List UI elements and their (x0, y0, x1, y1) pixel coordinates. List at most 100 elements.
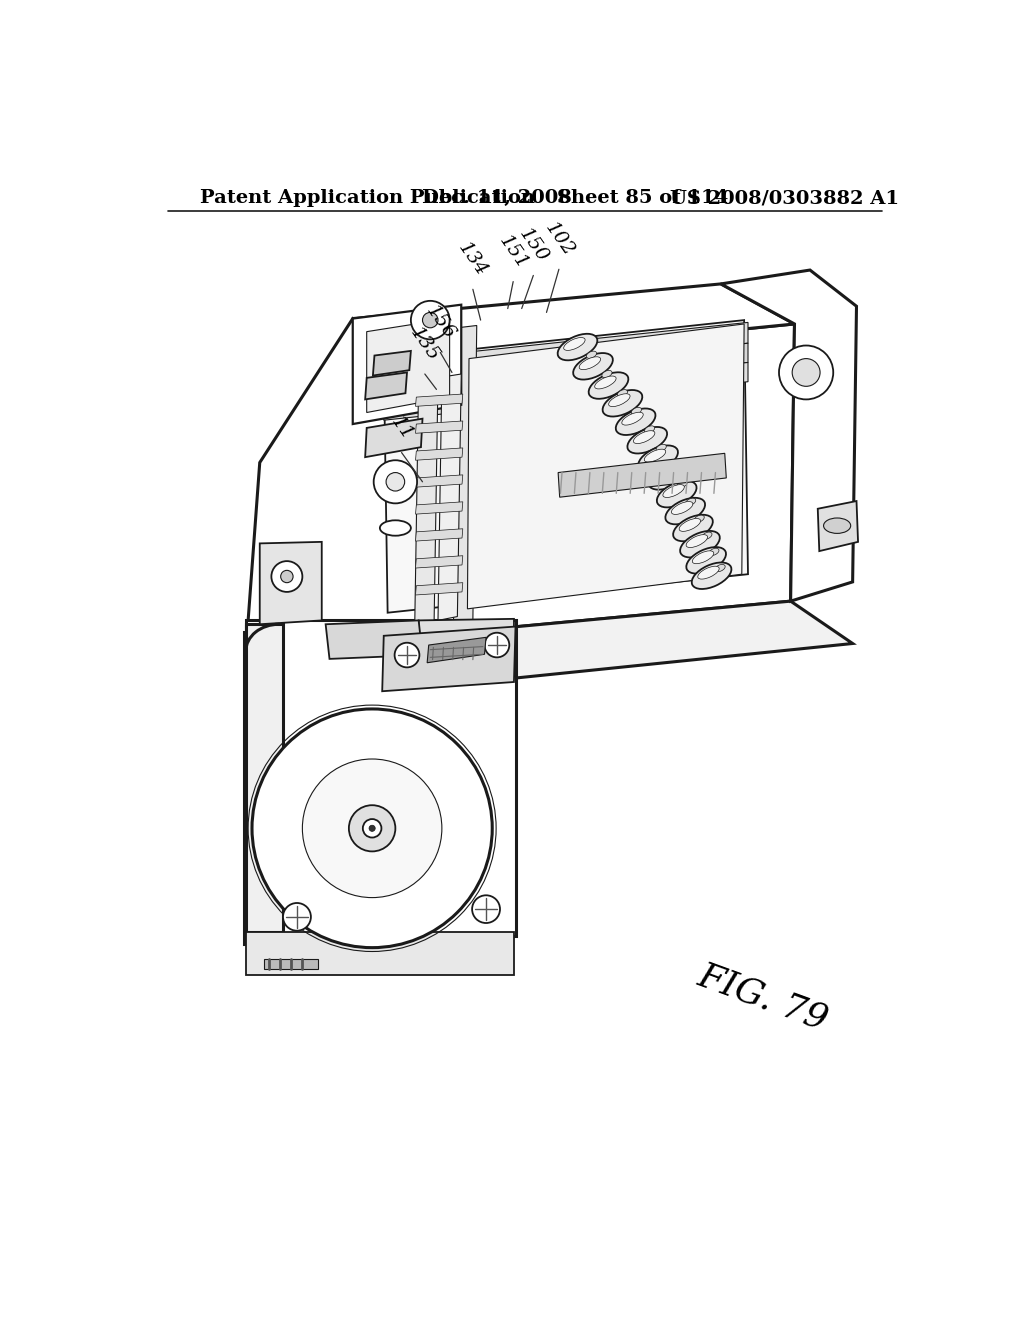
Ellipse shape (644, 449, 666, 462)
Circle shape (281, 570, 293, 582)
Circle shape (472, 895, 500, 923)
Ellipse shape (715, 565, 725, 572)
Text: 150: 150 (515, 226, 551, 267)
Polygon shape (384, 321, 748, 612)
Ellipse shape (656, 445, 667, 451)
Ellipse shape (602, 389, 642, 417)
Ellipse shape (380, 520, 411, 536)
Ellipse shape (672, 502, 693, 515)
Ellipse shape (602, 371, 612, 378)
Polygon shape (427, 638, 486, 663)
Text: 11: 11 (387, 413, 416, 444)
Polygon shape (416, 556, 463, 568)
Ellipse shape (632, 408, 641, 414)
Ellipse shape (638, 445, 678, 473)
Ellipse shape (673, 515, 713, 541)
Ellipse shape (686, 546, 726, 574)
Polygon shape (384, 343, 748, 399)
Ellipse shape (666, 498, 706, 524)
Circle shape (374, 461, 417, 503)
Ellipse shape (589, 372, 629, 399)
Ellipse shape (634, 430, 655, 444)
Circle shape (386, 473, 404, 491)
Polygon shape (373, 351, 411, 376)
Ellipse shape (694, 515, 705, 523)
Polygon shape (416, 475, 463, 487)
Polygon shape (415, 379, 438, 624)
Polygon shape (248, 318, 423, 763)
Ellipse shape (667, 463, 677, 470)
Ellipse shape (680, 531, 720, 557)
Ellipse shape (679, 519, 700, 532)
Polygon shape (384, 322, 748, 380)
Circle shape (394, 643, 420, 668)
Polygon shape (467, 323, 744, 609)
Polygon shape (246, 932, 514, 974)
Polygon shape (454, 326, 477, 623)
Polygon shape (818, 502, 858, 552)
Text: 134: 134 (455, 239, 490, 280)
Polygon shape (416, 395, 463, 407)
Text: 135: 135 (407, 323, 442, 364)
Text: FIG. 79: FIG. 79 (693, 958, 834, 1038)
Text: Patent Application Publication: Patent Application Publication (200, 190, 536, 207)
Circle shape (362, 818, 381, 838)
Ellipse shape (628, 426, 667, 454)
Circle shape (283, 903, 311, 931)
Text: Dec. 11, 2008: Dec. 11, 2008 (423, 190, 572, 207)
Ellipse shape (686, 535, 708, 548)
Ellipse shape (558, 334, 597, 360)
Polygon shape (382, 627, 515, 692)
Polygon shape (721, 271, 856, 601)
Polygon shape (366, 372, 407, 400)
Polygon shape (558, 453, 726, 498)
Text: 156: 156 (422, 302, 459, 343)
Polygon shape (419, 601, 853, 682)
Ellipse shape (580, 356, 601, 370)
Circle shape (369, 825, 375, 832)
Polygon shape (246, 624, 283, 932)
Polygon shape (326, 620, 423, 659)
Ellipse shape (692, 550, 714, 564)
Polygon shape (419, 323, 795, 636)
Polygon shape (416, 421, 463, 433)
Polygon shape (352, 284, 795, 360)
Circle shape (252, 709, 493, 948)
Ellipse shape (617, 389, 628, 397)
Ellipse shape (648, 463, 688, 490)
Ellipse shape (677, 480, 687, 487)
Ellipse shape (587, 351, 597, 358)
Ellipse shape (685, 498, 695, 506)
Polygon shape (384, 363, 748, 420)
Polygon shape (245, 632, 512, 944)
Circle shape (349, 805, 395, 851)
Polygon shape (416, 582, 463, 595)
Circle shape (779, 346, 834, 400)
Polygon shape (263, 960, 317, 969)
Ellipse shape (622, 412, 643, 425)
Text: US 2008/0303882 A1: US 2008/0303882 A1 (671, 190, 900, 207)
Circle shape (271, 561, 302, 591)
Polygon shape (352, 305, 461, 424)
Ellipse shape (692, 562, 731, 589)
Ellipse shape (823, 517, 851, 533)
Polygon shape (416, 502, 463, 515)
Polygon shape (416, 529, 463, 541)
Ellipse shape (701, 532, 712, 540)
Ellipse shape (709, 548, 719, 556)
Circle shape (411, 301, 450, 339)
Polygon shape (416, 447, 463, 461)
Circle shape (484, 632, 509, 657)
Text: 102: 102 (541, 219, 577, 260)
Polygon shape (246, 620, 515, 936)
Polygon shape (438, 374, 461, 620)
Ellipse shape (615, 408, 655, 436)
Text: Sheet 85 of 114: Sheet 85 of 114 (557, 190, 729, 207)
Circle shape (302, 759, 442, 898)
Polygon shape (366, 418, 423, 457)
Text: 151: 151 (496, 231, 531, 272)
Ellipse shape (697, 566, 719, 579)
Ellipse shape (663, 484, 684, 498)
Polygon shape (419, 619, 514, 640)
Ellipse shape (595, 376, 616, 389)
